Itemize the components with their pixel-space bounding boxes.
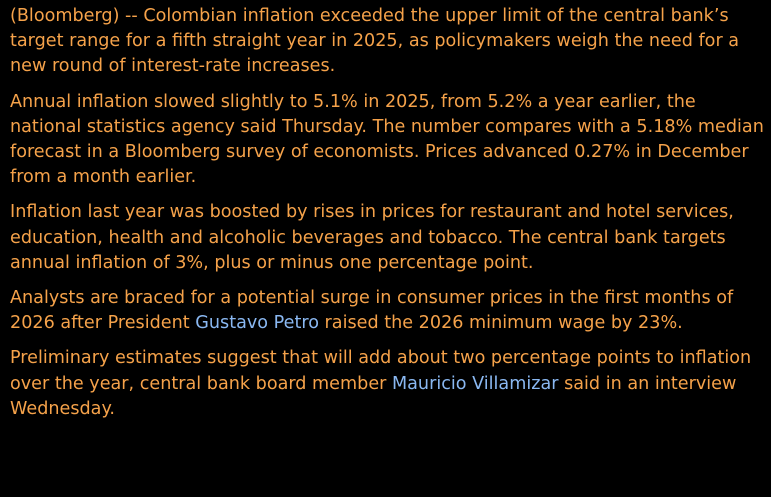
paragraph-5: Preliminary estimates suggest that will … xyxy=(10,346,765,422)
person-link-gustavo-petro[interactable]: Gustavo Petro xyxy=(195,313,319,334)
paragraph-1: (Bloomberg) -- Colombian inflation excee… xyxy=(10,6,740,77)
person-link-mauricio-villamizar[interactable]: Mauricio Villamizar xyxy=(391,373,559,394)
paragraph-5-text-before: Preliminary estimates suggest that will … xyxy=(10,348,752,394)
paragraph-4: Analysts are braced for a potential surg… xyxy=(10,286,765,336)
paragraph-4-text-after: raised the 2026 minimum wage by 23%. xyxy=(318,313,683,334)
paragraph-5-text-after: said in an interview Wednesday. xyxy=(10,373,737,419)
paragraph-4-text-before: Analysts are braced for a potential surg… xyxy=(10,288,734,334)
paragraph-3: Inflation last year was boosted by rises… xyxy=(10,202,734,273)
paragraph-2: Annual inflation slowed slightly to 5.1%… xyxy=(10,91,764,188)
